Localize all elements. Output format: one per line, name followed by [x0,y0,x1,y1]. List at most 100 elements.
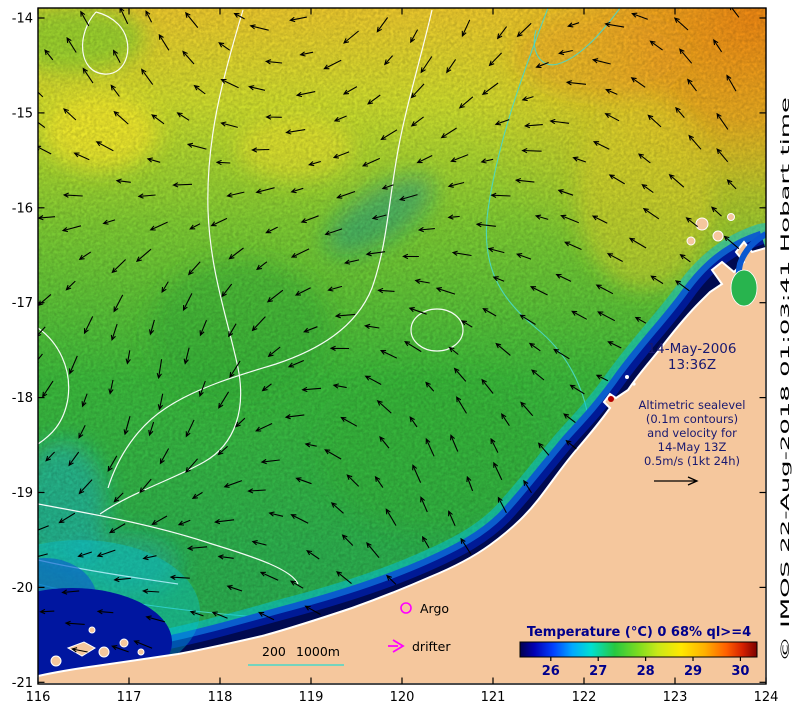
velocity-arrow [440,127,457,139]
velocity-arrow [299,51,314,57]
time-label: 13:36Z [668,357,716,373]
island [98,646,110,658]
velocity-arrow [111,259,126,274]
velocity-arrow [220,79,239,89]
velocity-arrow [379,436,390,449]
velocity-arrow [342,86,358,95]
velocity-arrow [416,155,433,164]
no-data-speck [625,375,629,379]
velocity-arrow [492,276,505,282]
velocity-arrow [630,77,646,88]
velocity-arrow [115,178,131,184]
velocity-arrow [367,94,381,105]
velocity-arrow [289,16,307,23]
velocity-arrow [332,151,350,159]
velocity-arrow [226,585,243,592]
velocity-arrow [336,570,352,585]
velocity-arrow [642,207,660,220]
island [695,217,709,231]
velocity-arrow [95,141,114,152]
annotation-line-1: Altimetric sealevel [639,398,746,412]
velocity-arrow [608,174,625,185]
date-label: 14-May-2006 [648,341,737,357]
velocity-arrow [304,442,317,448]
velocity-arrow [447,181,465,188]
velocity-arrow [324,228,343,236]
velocity-arrow [330,502,344,514]
velocity-arrow [185,458,199,474]
velocity-arrow [410,29,419,44]
velocity-arrow [267,346,281,358]
drifter-symbol-icon [388,639,405,653]
velocity-arrow [383,55,394,66]
velocity-arrow [61,589,80,595]
annotation-line-2: (0.1m contours) [646,412,738,426]
velocity-arrow [303,326,318,333]
velocity-arrow [78,479,93,495]
x-axis-tick-label: 118 [208,690,233,705]
velocity-arrow [425,381,435,392]
velocity-arrow [519,314,536,325]
velocity-arrow [497,496,507,514]
velocity-arrow [364,375,382,385]
velocity-arrow [66,36,77,53]
velocity-arrow [376,17,389,33]
velocity-arrow [110,84,120,97]
velocity-arrow [726,179,737,190]
velocity-arrow [402,253,419,260]
velocity-arrow [284,414,305,420]
velocity-arrow [139,478,152,494]
velocity-arrow [374,475,384,488]
velocity-arrow [268,511,284,517]
velocity-arrow [364,323,380,330]
velocity-arrow [158,33,170,51]
velocity-arrow [514,177,535,184]
velocity-arrow [716,112,729,130]
velocity-arrow [675,106,685,118]
annotation-line-5: 0.5m/s (1kt 24h) [644,454,740,468]
velocity-arrow [487,247,505,254]
velocity-arrow [148,421,155,437]
velocity-arrow [553,348,570,360]
velocity-arrow [135,248,152,263]
velocity-arrow [186,545,208,551]
velocity-arrow [496,26,508,40]
velocity-arrow [417,226,435,233]
velocity-arrow [461,19,471,38]
velocity-arrow [327,285,343,292]
velocity-arrow [346,474,360,487]
velocity-arrow [107,455,118,473]
colorbar-tick-label: 26 [542,664,560,679]
colorbar-gradient [519,641,758,658]
y-axis-tick-label: -16 [12,201,33,216]
velocity-arrow [638,153,651,164]
velocity-arrow [123,416,131,436]
velocity-arrow [323,59,342,70]
colorbar-tick-label: 29 [684,664,702,679]
velocity-arrow [294,287,311,296]
velocity-arrow [96,549,116,558]
velocity-arrow [217,554,234,560]
velocity-arrow [563,413,576,424]
velocity-arrow [641,183,654,194]
velocity-arrow [591,58,611,65]
velocity-arrow [172,182,193,188]
velocity-arrow [726,74,737,92]
velocity-arrow [523,479,532,494]
velocity-arrow [494,119,510,126]
island [686,236,696,246]
velocity-arrow [409,416,418,428]
velocity-arrow [145,615,166,623]
velocity-arrow [220,121,238,128]
velocity-arrow [450,434,459,452]
annotation-line-3: and velocity for [647,426,737,440]
velocity-arrow [80,10,90,27]
velocity-arrow [151,114,165,125]
island [137,648,145,656]
velocity-arrow [258,611,275,621]
velocity-arrow [481,82,499,96]
velocity-arrow [534,214,549,220]
velocity-arrow [597,311,616,322]
velocity-arrow [69,355,78,375]
coastal-details [50,213,766,667]
